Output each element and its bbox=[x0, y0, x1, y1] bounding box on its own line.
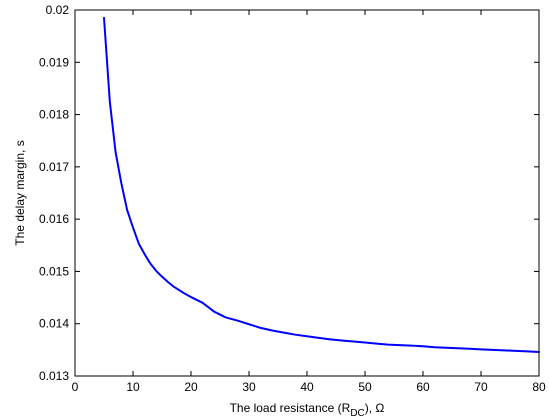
x-axis-label-subscript: DC bbox=[350, 408, 364, 419]
y-axis-label: The delay margin, s bbox=[13, 140, 27, 245]
y-tick-label: 0.019 bbox=[39, 55, 69, 69]
x-axis-label-text: The load resistance (R bbox=[230, 401, 351, 415]
x-axis-ticks: 0 10 20 30 40 50 60 70 80 bbox=[72, 10, 546, 394]
x-axis-label: The load resistance (RDC), Ω bbox=[230, 401, 385, 419]
y-tick-label: 0.014 bbox=[39, 317, 69, 331]
x-tick-label: 60 bbox=[416, 380, 430, 394]
y-tick-label: 0.015 bbox=[39, 264, 69, 278]
x-tick-label: 70 bbox=[474, 380, 488, 394]
x-tick-label: 40 bbox=[300, 380, 314, 394]
y-tick-label: 0.016 bbox=[39, 212, 69, 226]
y-tick-label: 0.017 bbox=[39, 160, 69, 174]
y-tick-label: 0.02 bbox=[46, 3, 70, 17]
y-axis-ticks: 0.013 0.014 0.015 0.016 0.017 0.018 0.019 0.02 bbox=[39, 3, 539, 383]
x-tick-label: 20 bbox=[184, 380, 198, 394]
x-tick-label: 0 bbox=[72, 380, 79, 394]
delay-margin-line bbox=[103, 16, 540, 353]
x-tick-label: 50 bbox=[358, 380, 372, 394]
x-tick-label: 80 bbox=[532, 380, 546, 394]
x-axis-label-suffix: ), Ω bbox=[365, 401, 385, 415]
x-tick-label: 10 bbox=[126, 380, 140, 394]
plot-area-frame bbox=[74, 9, 540, 377]
x-tick-label: 30 bbox=[242, 380, 256, 394]
y-tick-label: 0.018 bbox=[39, 108, 69, 122]
y-tick-label: 0.013 bbox=[39, 369, 69, 383]
